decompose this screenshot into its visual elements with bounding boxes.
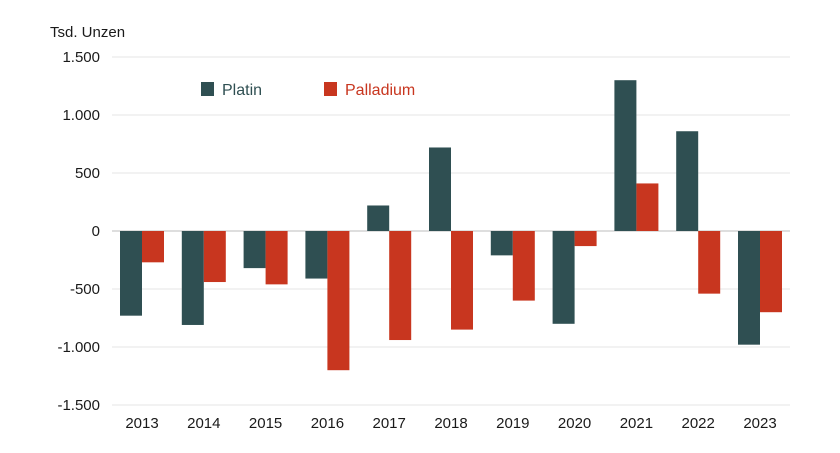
x-tick-label: 2023: [743, 415, 776, 432]
x-tick-label: 2017: [373, 415, 406, 432]
legend-swatch: [324, 82, 337, 96]
bars: [120, 80, 782, 371]
y-tick-label: 1.000: [62, 107, 100, 124]
y-tick-label: 500: [75, 165, 100, 182]
legend-label: Palladium: [345, 82, 415, 99]
legend-swatch: [201, 82, 214, 96]
bar-platin-2020: [552, 231, 575, 324]
bar-palladium-2021: [636, 183, 659, 231]
x-tick-label: 2021: [620, 415, 653, 432]
x-tick-label: 2019: [496, 415, 529, 432]
bar-palladium-2019: [512, 231, 535, 301]
y-tick-label: 1.500: [62, 49, 100, 66]
x-tick-label: 2014: [187, 415, 220, 432]
bar-palladium-2015: [265, 231, 288, 285]
x-tick-label: 2013: [125, 415, 158, 432]
y-tick-label: -1.500: [57, 397, 100, 414]
bar-platin-2018: [429, 147, 451, 231]
y-axis-ticks: 1.500 1.000 500 0 -500 -1.000 -1.500: [57, 49, 100, 414]
x-tick-label: 2022: [682, 415, 715, 432]
bar-palladium-2022: [698, 231, 721, 294]
bar-palladium-2014: [203, 231, 226, 283]
x-tick-label: 2020: [558, 415, 591, 432]
bar-platin-2019: [490, 231, 513, 256]
y-axis-title: Tsd. Unzen: [50, 24, 125, 41]
bar-platin-2014: [181, 231, 204, 325]
y-tick-label: -1.000: [57, 339, 100, 356]
bar-palladium-2016: [327, 231, 350, 371]
bar-palladium-2023: [760, 231, 782, 313]
bar-platin-2016: [305, 231, 328, 279]
y-tick-label: -500: [70, 281, 100, 298]
bar-platin-2013: [120, 231, 142, 316]
bar-palladium-2020: [574, 231, 597, 247]
legend-label: Platin: [222, 82, 262, 99]
x-axis-ticks: 2013 2014 2015 2016 2017 2018 2019 2020 2021 2022…: [125, 415, 776, 432]
x-tick-label: 2018: [434, 415, 467, 432]
bar-platin-2017: [367, 205, 390, 231]
bar-platin-2021: [614, 80, 637, 231]
bar-platin-2022: [676, 131, 699, 231]
x-tick-label: 2015: [249, 415, 282, 432]
x-tick-label: 2016: [311, 415, 344, 432]
y-tick-label: 0: [92, 223, 100, 240]
bar-palladium-2017: [389, 231, 412, 341]
bar-palladium-2018: [451, 231, 473, 330]
legend: Platin Palladium: [201, 82, 415, 99]
bar-platin-2015: [243, 231, 266, 269]
bar-palladium-2013: [142, 231, 164, 263]
bar-platin-2023: [738, 231, 760, 345]
